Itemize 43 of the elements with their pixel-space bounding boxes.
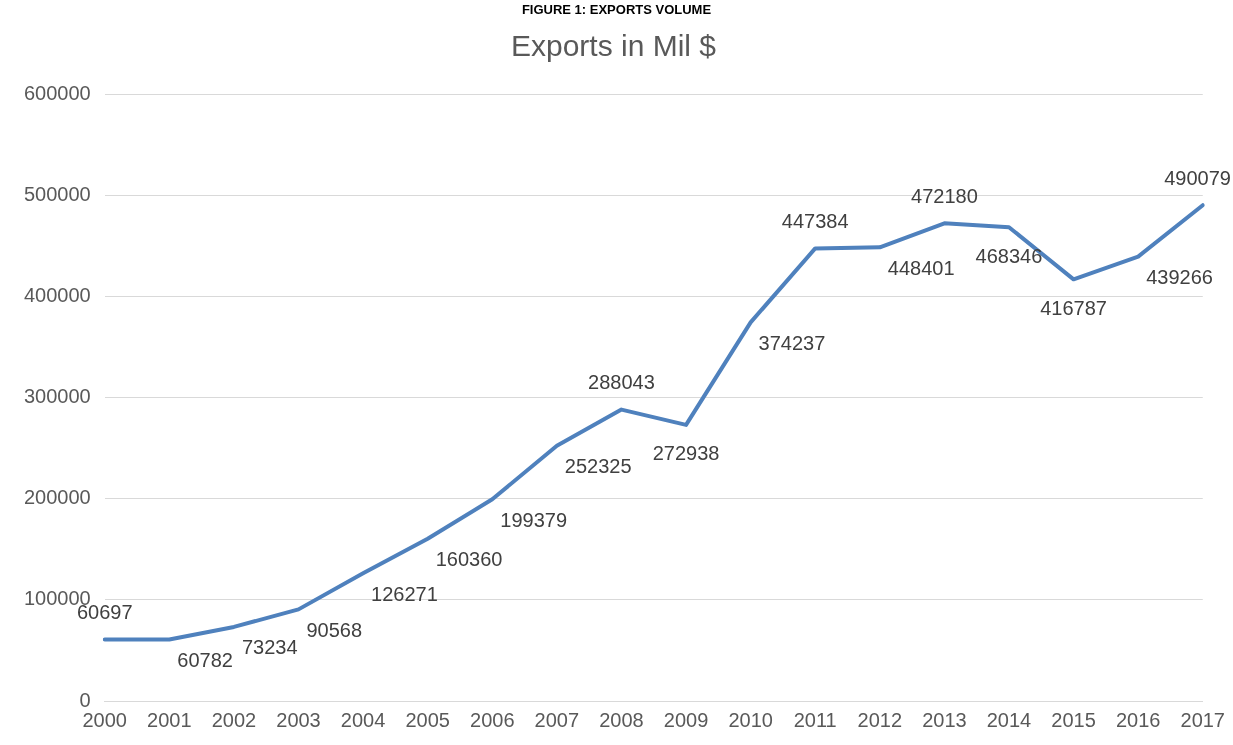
y-tick-label: 600000 [23,81,91,104]
x-tick-label: 2013 [922,708,967,731]
data-label: 472180 [911,184,978,207]
x-tick-label: 2003 [276,708,321,731]
caption: FIGURE 1: EXPORTS VOLUME [521,2,712,18]
x-tick-label: 2008 [599,708,644,731]
x-tick-label: 2015 [1051,708,1096,731]
data-label: 416787 [1040,296,1107,319]
data-label: 73234 [241,636,298,659]
x-tick-label: 2012 [857,708,903,731]
x-tick-label: 2001 [147,708,192,731]
chart-title: Exports in Mil $ [510,29,717,63]
data-label: 448401 [887,256,955,279]
x-tick-label: 2014 [986,708,1032,731]
data-label: 126271 [371,582,438,605]
data-label: 160360 [435,548,503,571]
data-label: 288043 [588,371,655,394]
x-tick-label: 2009 [663,708,709,731]
data-label: 199379 [500,508,568,531]
y-tick-label: 0 [79,688,91,711]
y-tick-label: 300000 [23,385,91,408]
x-tick-label: 2004 [340,708,386,731]
data-label: 468346 [975,244,1043,267]
x-tick-label: 2017 [1180,708,1225,731]
data-label: 374237 [758,331,826,354]
data-label: 60782 [177,649,233,672]
x-tick-label: 2000 [82,708,127,731]
x-tick-label: 2006 [470,708,515,731]
x-tick-label: 2010 [728,708,773,731]
data-label: 90568 [306,618,363,641]
data-label: 439266 [1146,266,1213,289]
y-tick-label: 500000 [23,182,91,205]
x-tick-label: 2016 [1115,708,1161,731]
x-tick-label: 2005 [405,708,450,731]
data-label: 272938 [652,442,720,465]
x-tick-label: 2011 [793,708,837,731]
data-label: 447384 [781,209,849,232]
y-tick-label: 400000 [23,283,91,306]
x-tick-label: 2007 [534,708,580,731]
x-tick-label: 2002 [211,708,257,731]
data-label: 490079 [1164,166,1231,189]
y-tick-label: 200000 [23,486,91,509]
data-label: 252325 [564,455,632,478]
